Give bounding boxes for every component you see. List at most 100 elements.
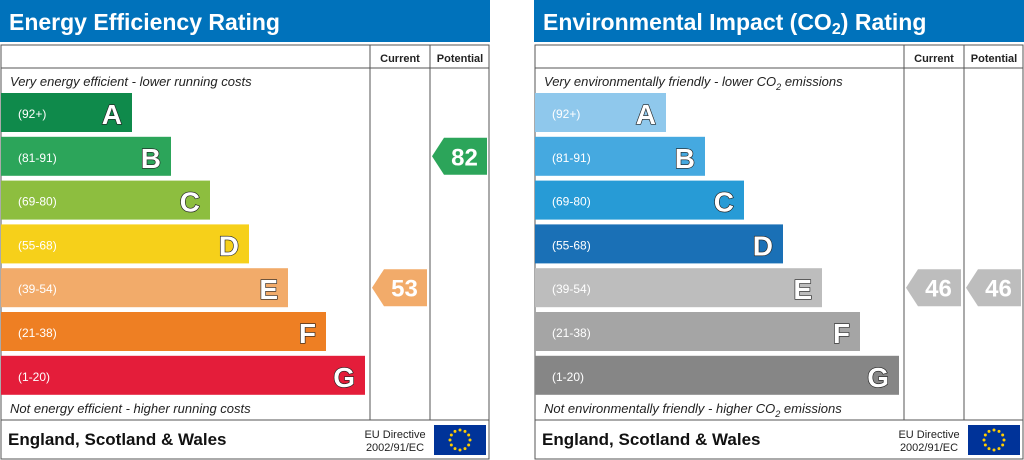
band-range-c: (69-80) (552, 195, 591, 209)
bottom-note: Not environmentally friendly - higher CO… (544, 401, 842, 419)
band-bar-b (1, 136, 171, 176)
band-letter-e: E (259, 274, 278, 305)
eu-flag-star (1002, 438, 1006, 442)
current-rating-arrow (372, 269, 427, 307)
band-bar-b (535, 136, 705, 176)
eu-flag-star (467, 433, 471, 437)
band-range-g: (1-20) (552, 370, 584, 384)
eu-flag-star (468, 438, 472, 442)
band-letter-b: B (141, 143, 161, 174)
environmental-impact-chart: Environmental Impact (CO2) Rating Current… (534, 0, 1024, 460)
footer-frame (534, 419, 1024, 460)
top-note: Very energy efficient - lower running co… (10, 74, 252, 89)
subscript: 2 (775, 82, 781, 92)
band-range-a: (92+) (18, 107, 46, 121)
text-part: Environmental Impact (CO (543, 9, 832, 35)
eu-flag-star (1001, 443, 1005, 447)
band-range-d: (55-68) (552, 238, 591, 252)
text-part: emissions (780, 401, 842, 416)
band-bar-d (535, 224, 783, 264)
eu-flag-star (982, 438, 986, 442)
current-rating-value: 46 (925, 276, 952, 303)
header-bar (0, 0, 490, 42)
eu-flag-star (467, 443, 471, 447)
band-bar-g (1, 355, 365, 395)
eu-flag-star (1001, 433, 1005, 437)
environmental-impact-chart-svg: Environmental Impact (CO2) RatingCurrent… (534, 0, 1024, 460)
band-bar-a (535, 93, 666, 132)
eu-flag-star (992, 428, 996, 432)
band-letter-c: C (714, 187, 734, 218)
bottom-note: Not energy efficient - higher running co… (10, 401, 251, 416)
header-bar (534, 0, 1024, 42)
band-letter-a: A (102, 99, 122, 130)
eu-flag-star (987, 429, 991, 433)
band-bar-f (1, 312, 326, 351)
eu-flag-star (983, 443, 987, 447)
band-range-b: (81-91) (552, 151, 591, 165)
eu-flag-star (463, 429, 467, 433)
band-bar-a (1, 93, 132, 132)
current-rating-value: 53 (391, 276, 418, 303)
band-range-a: (92+) (552, 107, 580, 121)
eu-flag-star (997, 429, 1001, 433)
potential-rating-value: 46 (985, 276, 1012, 303)
directive-line-2: 2002/91/EC (900, 442, 958, 454)
footer-region: England, Scotland & Wales (8, 430, 227, 449)
energy-efficiency-chart: Energy Efficiency Rating Current Potential… (0, 0, 490, 460)
band-range-e: (39-54) (552, 282, 591, 296)
eu-flag-star (453, 447, 457, 451)
band-bar-e (535, 268, 822, 308)
current-column-header: Current (380, 53, 420, 65)
eu-flag-star (449, 443, 453, 447)
band-range-g: (1-20) (18, 370, 50, 384)
potential-column-header: Potential (437, 53, 483, 65)
potential-rating-arrow (432, 137, 487, 175)
band-letter-f: F (833, 318, 850, 349)
eu-flag-star (463, 447, 467, 451)
text-part: Not environmentally friendly - higher CO (544, 401, 775, 416)
footer-frame (0, 419, 490, 460)
directive-line-1: EU Directive (364, 429, 425, 441)
band-bar-g (535, 355, 899, 395)
chart-title: Energy Efficiency Rating (9, 9, 280, 35)
band-bar-c (535, 180, 744, 220)
band-range-b: (81-91) (18, 151, 57, 165)
eu-flag-star (983, 433, 987, 437)
band-range-d: (55-68) (18, 238, 57, 252)
potential-rating-value: 82 (451, 144, 478, 171)
band-letter-c: C (180, 187, 200, 218)
current-rating-arrow (906, 269, 961, 307)
top-note: Very environmentally friendly - lower CO… (544, 74, 843, 92)
band-bar-d (1, 224, 249, 264)
band-bar-e (1, 268, 288, 308)
chart-title: Environmental Impact (CO2) Rating (543, 9, 926, 38)
band-bar-f (535, 312, 860, 351)
band-letter-b: B (675, 143, 695, 174)
eu-flag-star (987, 447, 991, 451)
text-part: Very environmentally friendly - lower CO (544, 74, 776, 89)
eu-flag-star (458, 448, 462, 452)
band-range-c: (69-80) (18, 195, 57, 209)
band-letter-f: F (299, 318, 316, 349)
band-letter-d: D (753, 230, 773, 261)
directive-line-2: 2002/91/EC (366, 442, 424, 454)
subscript: 2 (832, 20, 841, 38)
potential-rating-arrow (966, 269, 1021, 307)
eu-flag-star (448, 438, 452, 442)
eu-flag-star (458, 428, 462, 432)
footer-region: England, Scotland & Wales (542, 430, 761, 449)
band-bar-c (1, 180, 210, 220)
current-column-header: Current (914, 53, 954, 65)
potential-column-header: Potential (971, 53, 1017, 65)
band-letter-g: G (867, 362, 889, 393)
subscript: 2 (774, 409, 780, 419)
band-range-e: (39-54) (18, 282, 57, 296)
band-letter-a: A (636, 99, 656, 130)
text-part: ) Rating (841, 9, 927, 35)
band-letter-e: E (793, 274, 812, 305)
band-letter-g: G (333, 362, 355, 393)
band-range-f: (21-38) (552, 326, 591, 340)
text-part: emissions (781, 74, 843, 89)
eu-flag-star (449, 433, 453, 437)
